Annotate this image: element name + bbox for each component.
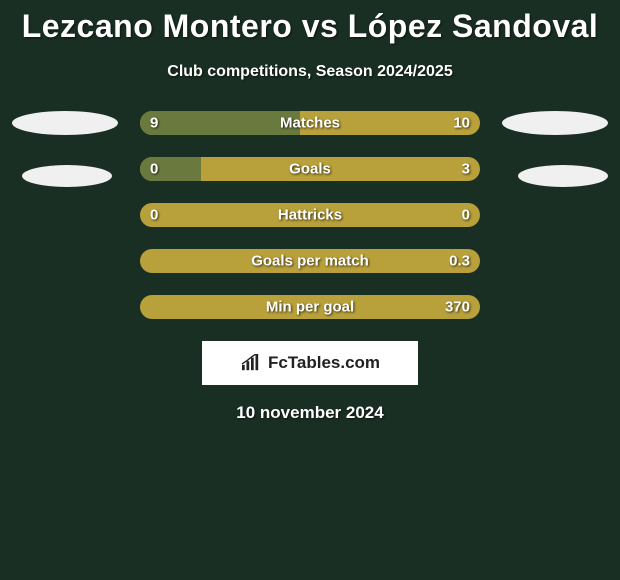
bar-label: Goals xyxy=(289,161,331,178)
player-left-ellipse-2 xyxy=(22,165,112,187)
logo-text: FcTables.com xyxy=(268,353,380,373)
bar-value-left: 9 xyxy=(150,115,158,132)
bar-matches: 9 Matches 10 xyxy=(140,111,480,135)
fctables-logo: FcTables.com xyxy=(202,341,418,385)
left-avatar-column xyxy=(12,111,122,187)
player-right-ellipse-1 xyxy=(502,111,608,135)
bar-label: Hattricks xyxy=(278,207,342,224)
bar-value-left: 0 xyxy=(150,161,158,178)
bar-value-right: 3 xyxy=(462,161,470,178)
bar-value-right: 370 xyxy=(445,299,470,316)
bar-label: Goals per match xyxy=(251,253,369,270)
player-right-ellipse-2 xyxy=(518,165,608,187)
bar-goals: 0 Goals 3 xyxy=(140,157,480,181)
bar-value-right: 10 xyxy=(453,115,470,132)
date: 10 november 2024 xyxy=(0,403,620,423)
bar-value-right: 0.3 xyxy=(449,253,470,270)
subtitle: Club competitions, Season 2024/2025 xyxy=(0,63,620,81)
bar-label: Matches xyxy=(280,115,340,132)
bar-goals-per-match: Goals per match 0.3 xyxy=(140,249,480,273)
page-title: Lezcano Montero vs López Sandoval xyxy=(0,0,620,45)
bar-label: Min per goal xyxy=(266,299,354,316)
right-avatar-column xyxy=(498,111,608,187)
comparison-bars: 9 Matches 10 0 Goals 3 0 Hattricks 0 Goa… xyxy=(140,111,480,319)
bar-value-right: 0 xyxy=(462,207,470,224)
player-left-ellipse-1 xyxy=(12,111,118,135)
bar-value-left: 0 xyxy=(150,207,158,224)
chart-icon xyxy=(240,354,262,372)
bar-min-per-goal: Min per goal 370 xyxy=(140,295,480,319)
bar-fill xyxy=(140,111,300,135)
content-row: 9 Matches 10 0 Goals 3 0 Hattricks 0 Goa… xyxy=(0,111,620,319)
bar-hattricks: 0 Hattricks 0 xyxy=(140,203,480,227)
